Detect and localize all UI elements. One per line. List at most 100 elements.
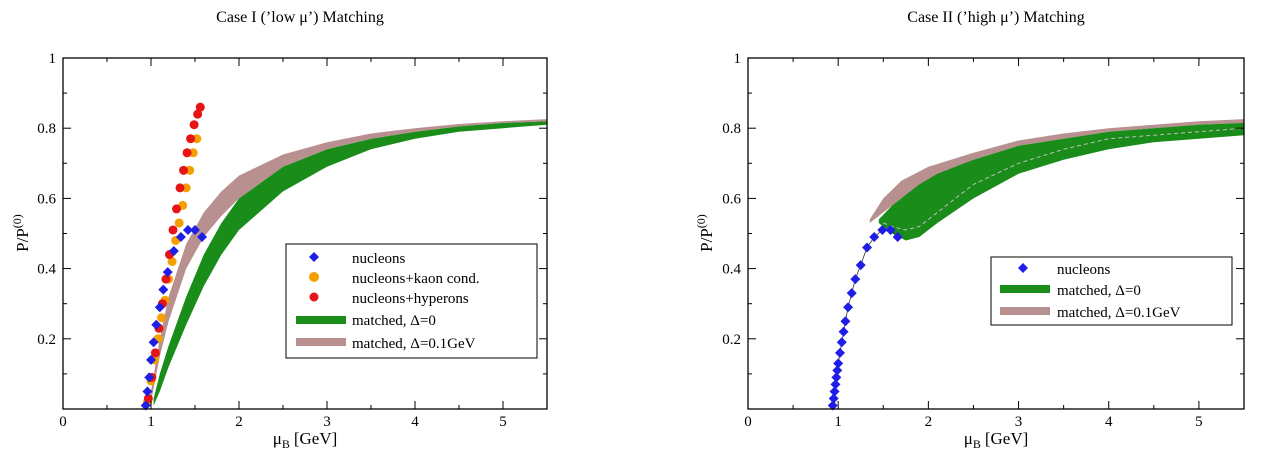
legend-nucleons-marker bbox=[1018, 263, 1028, 273]
nucleons-kaon-cond--point bbox=[185, 165, 195, 175]
legend-band-d0-swatch bbox=[296, 316, 346, 324]
panel-1-legend: nucleons nucleons+kaon cond. nucleons+hy… bbox=[285, 243, 538, 359]
y-tick-label: 0.8 bbox=[722, 121, 741, 137]
panel-2-y-axis-label: P/P(0) bbox=[694, 214, 716, 252]
y-tick-label: 0.4 bbox=[722, 262, 741, 278]
nucleons-point bbox=[832, 365, 843, 376]
y-tick-label: 0.6 bbox=[37, 191, 56, 207]
y-tick-label: 0.6 bbox=[722, 191, 741, 207]
legend-nucleons-label: nucleons bbox=[352, 251, 405, 267]
nucleons-kaon-cond--point bbox=[188, 148, 198, 158]
legend-kaon-marker bbox=[309, 272, 319, 282]
band-delta-0 bbox=[878, 122, 1244, 241]
panel-1-ticks: 0 1 2 3 4 5 0.2 0.4 0.6 0.8 1 bbox=[37, 51, 547, 430]
nucleons-hyperons-point bbox=[161, 274, 171, 284]
nucleons-point bbox=[148, 337, 159, 348]
x-tick-label: 2 bbox=[925, 414, 933, 430]
legend-nucleons-marker bbox=[309, 252, 319, 262]
nucleons-point bbox=[885, 224, 896, 235]
nucleons-point bbox=[151, 319, 162, 330]
nucleons-point bbox=[158, 284, 169, 295]
nucleons-hyperons-point bbox=[195, 102, 205, 112]
legend-band-d0-swatch bbox=[1000, 285, 1050, 293]
nucleons-point bbox=[855, 260, 866, 271]
nucleons-kaon-cond--point bbox=[174, 218, 184, 228]
legend-band-d01-label: matched, Δ=0.1GeV bbox=[1057, 305, 1181, 321]
legend-band-d0-label: matched, Δ=0 bbox=[352, 313, 436, 329]
nucleons-hyperons-point bbox=[143, 393, 153, 403]
x-tick-label: 1 bbox=[834, 414, 842, 430]
nucleons-hyperons-point bbox=[172, 204, 182, 214]
nucleons-hyperons-point bbox=[189, 120, 199, 130]
nucleons-point bbox=[190, 224, 200, 235]
panel-1-title: Case I (’low μ’) Matching bbox=[216, 9, 384, 26]
nucleons-hyperons-point bbox=[168, 225, 178, 235]
legend-band-d01-swatch bbox=[1000, 307, 1050, 315]
panel-2-ticks: 0 1 2 3 4 5 0.2 0.4 0.6 0.8 1 bbox=[722, 51, 1244, 430]
nucleons-point bbox=[831, 372, 842, 383]
panel-2-legend: nucleons matched, Δ=0 matched, Δ=0.1GeV bbox=[990, 256, 1233, 326]
panel-2-plot-frame bbox=[747, 57, 1245, 410]
panel-2-title: Case II (’high μ’) Matching bbox=[907, 9, 1084, 26]
nucleons-kaon-cond--point bbox=[157, 313, 167, 323]
x-tick-label: 1 bbox=[147, 414, 155, 430]
nucleons-point bbox=[140, 400, 151, 411]
nucleons-hyperons-point bbox=[150, 348, 160, 358]
band-delta-0 bbox=[153, 121, 547, 406]
legend-hyperons-label: nucleons+hyperons bbox=[352, 291, 469, 307]
y-tick-label: 0.2 bbox=[37, 332, 56, 348]
nucleons-point bbox=[833, 358, 844, 369]
nucleons-point bbox=[182, 224, 193, 235]
legend-nucleons-label: nucleons bbox=[1057, 262, 1110, 278]
nucleons-point bbox=[142, 386, 153, 397]
panel-2-markers bbox=[827, 224, 903, 411]
legend-kaon-label: nucleons+kaon cond. bbox=[352, 271, 480, 287]
y-tick-label: 0.4 bbox=[37, 262, 56, 278]
y-tick-label: 1 bbox=[49, 51, 57, 67]
panel-1-bands bbox=[151, 119, 547, 406]
x-tick-label: 2 bbox=[235, 414, 243, 430]
x-tick-label: 3 bbox=[323, 414, 331, 430]
nucleons-point bbox=[850, 274, 861, 285]
panel-2-x-axis-label: μB [GeV] bbox=[964, 429, 1029, 451]
x-tick-label: 0 bbox=[744, 414, 752, 430]
x-tick-label: 5 bbox=[499, 414, 507, 430]
nucleons-point bbox=[846, 288, 857, 299]
legend-band-d0-label: matched, Δ=0 bbox=[1057, 283, 1141, 299]
nucleons-curve bbox=[832, 229, 898, 406]
nucleons-hyperons-point bbox=[186, 134, 196, 144]
nucleons-point bbox=[168, 246, 179, 257]
nucleons-point bbox=[830, 379, 841, 390]
panel-1-y-axis-label: P/P(0) bbox=[10, 214, 32, 252]
nucleons-point bbox=[869, 232, 880, 243]
nucleons-kaon-cond--point bbox=[181, 183, 191, 193]
legend-band-d01-label: matched, Δ=0.1GeV bbox=[352, 336, 476, 352]
panel-2-bands bbox=[869, 119, 1244, 241]
band-delta-0-1gev bbox=[151, 119, 547, 402]
panel-1-x-axis-label: μB [GeV] bbox=[273, 429, 338, 451]
nucleons-point bbox=[146, 354, 156, 365]
nucleons-point bbox=[175, 232, 186, 243]
x-tick-label: 4 bbox=[1105, 414, 1113, 430]
y-tick-label: 0.8 bbox=[37, 121, 56, 137]
panel-case-2: Case II (’high μ’) Matching 0 1 2 3 4 5 0.2 0.4… bbox=[694, 9, 1245, 451]
nucleons-hyperons-point bbox=[182, 148, 192, 158]
nucleons-point bbox=[829, 386, 840, 397]
nucleons-point bbox=[838, 326, 849, 337]
legend-hyperons-marker bbox=[309, 292, 319, 302]
nucleons-point bbox=[827, 400, 838, 411]
nucleons-point bbox=[834, 347, 845, 358]
nucleons-point bbox=[862, 242, 873, 253]
nucleons-hyperons-point bbox=[193, 109, 203, 119]
nucleons-hyperons-point bbox=[175, 183, 185, 193]
panel-case-1: Case I (’low μ’) Matching 0 1 2 3 4 5 0.2 0.4 0.… bbox=[10, 9, 548, 451]
nucleons-point bbox=[877, 224, 888, 235]
nucleons-hyperons-point bbox=[179, 165, 189, 175]
legend-band-d01-swatch bbox=[296, 338, 346, 346]
nucleons-kaon-cond--point bbox=[167, 257, 177, 267]
nucleons-point bbox=[843, 302, 854, 313]
nucleons-point bbox=[836, 337, 847, 348]
x-tick-label: 4 bbox=[411, 414, 419, 430]
nucleons-point bbox=[892, 232, 903, 243]
